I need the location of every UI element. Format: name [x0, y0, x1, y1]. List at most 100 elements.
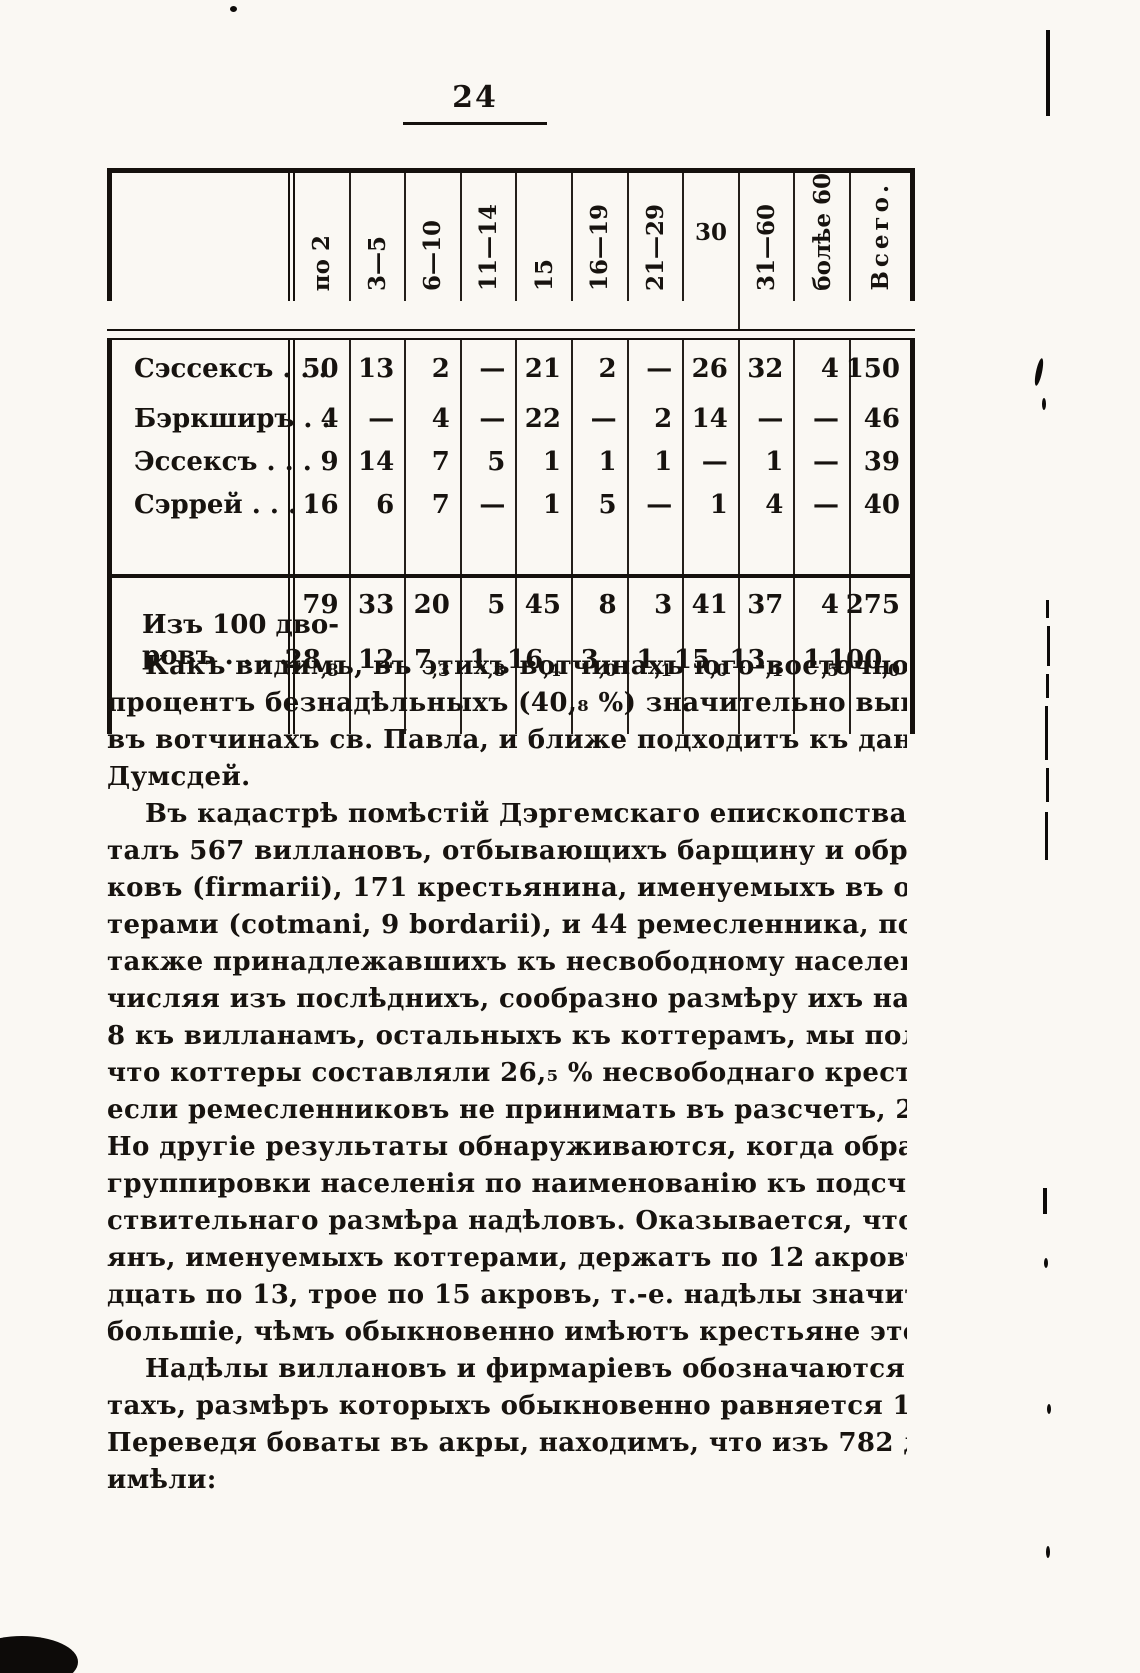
table-cell: 2 — [406, 340, 462, 397]
scan-artifact — [1047, 626, 1050, 666]
table-cell: — — [795, 440, 851, 483]
text-line: также принадлежавшихъ къ несвободному на… — [107, 947, 907, 977]
text-line: Въ кадастрѣ помѣстій Дэргемскаго епископ… — [145, 799, 907, 829]
table-row: Бэркширъ . . 4 — 4 — 22 — 2 14 — — 46 — [107, 397, 915, 440]
scan-artifact — [1046, 30, 1050, 116]
summary-count: 41 — [684, 578, 740, 632]
column-header: 31—60 — [740, 173, 796, 301]
table-cell: 4 — [295, 397, 351, 440]
table-top-rule — [107, 168, 915, 173]
column-header: 21—29 — [629, 173, 685, 301]
row-label: Бэркширъ . . — [107, 397, 331, 440]
text-line: дцать по 13, трое по 15 акровъ, т.-е. на… — [107, 1280, 907, 1310]
scan-artifact — [1046, 674, 1049, 698]
text-line: числяя изъ послѣднихъ, сообразно размѣру… — [107, 984, 907, 1014]
table-cell: 39 — [851, 440, 915, 483]
table-gap-row — [107, 526, 915, 574]
table-cell: 7 — [406, 483, 462, 526]
text-line: имѣли: — [107, 1465, 217, 1495]
summary-percent: 3,0 — [573, 632, 629, 688]
text-line: Надѣлы виллановъ и фирмаріевъ обозначают… — [145, 1354, 907, 1384]
table-cell: 14 — [684, 397, 740, 440]
table-header-double-rule — [107, 329, 915, 340]
table-cell: 7 — [406, 440, 462, 483]
scan-artifact — [1033, 357, 1045, 387]
text-line: процентъ безнадѣльныхъ (40,₈ %) значител… — [107, 688, 907, 718]
column-header: болѣе 60 — [795, 173, 851, 301]
scan-artifact — [1045, 706, 1048, 760]
column-header: 30 — [684, 173, 740, 329]
table-cell: 5 — [573, 483, 629, 526]
text-line: ствительнаго размѣра надѣловъ. Оказывает… — [107, 1206, 907, 1236]
table-summary-rule — [107, 574, 915, 578]
table-cell: 1 — [573, 440, 629, 483]
column-header: 15 — [517, 173, 573, 301]
table-cell: — — [629, 483, 685, 526]
text-line: Какъ видимъ, въ этихъ вотчинахъ юго-вост… — [145, 651, 907, 681]
summary-percent: 16,4 — [507, 632, 573, 688]
table-cell: — — [462, 340, 518, 397]
scan-artifact — [1046, 768, 1049, 802]
table-header-row: по 2 3—5 6—10 11—14 15 16—19 21—29 30 31… — [107, 173, 915, 329]
text-line: что коттеры составляли 26,₅ % несвободна… — [107, 1058, 907, 1088]
table-row: Сэссексъ . . . 50 13 2 — 21 2 — 26 32 4 … — [107, 340, 915, 397]
table-row: Сэррей . . . . 16 6 7 — 1 5 — 1 4 — 40 — [107, 483, 915, 526]
text-line: если ремесленниковъ не принимать въ разс… — [107, 1095, 907, 1125]
column-header: 11—14 — [462, 173, 518, 301]
text-line: группировки населенія по наименованію къ… — [107, 1169, 907, 1199]
table-cell: 5 — [462, 440, 518, 483]
scan-artifact — [1043, 1188, 1047, 1214]
table-cell: 4 — [795, 340, 851, 397]
table-cell: 4 — [406, 397, 462, 440]
table-cell: 21 — [517, 340, 573, 397]
table-cell: — — [795, 483, 851, 526]
table-cell: 1 — [629, 440, 685, 483]
text-line: въ вотчинахъ св. Павла, и ближе подходит… — [107, 725, 907, 755]
table-cell: 150 — [846, 340, 915, 397]
scan-artifact — [230, 6, 237, 12]
table-cell: 1 — [684, 483, 740, 526]
scan-artifact — [1046, 1546, 1050, 1558]
text-line: Переведя боваты въ акры, находимъ, что и… — [107, 1428, 907, 1458]
table-cell: 40 — [851, 483, 915, 526]
table-cell: — — [462, 483, 518, 526]
table-cell: 13 — [351, 340, 407, 397]
summary-count: 3 — [629, 578, 685, 632]
table-cell: — — [629, 340, 685, 397]
page-number-text: 24 — [452, 80, 498, 115]
table-cell: 9 — [295, 440, 351, 483]
text-line: талъ 567 виллановъ, отбывающихъ барщину … — [107, 836, 907, 866]
row-label: Сэссексъ . . . — [107, 340, 328, 397]
summary-percent: 13,1 — [729, 632, 796, 688]
text-line: терами (cotmani, 9 bordarii), и 44 ремес… — [107, 910, 907, 940]
table-cell: — — [684, 440, 740, 483]
row-label: Сэррей . . . . — [107, 483, 315, 526]
row-label: Эссексъ . . . — [107, 440, 312, 483]
summary-count: 275 — [846, 578, 915, 632]
table-cell: 1 — [740, 440, 796, 483]
text-line: большіе, чѣмъ обыкновенно имѣютъ крестья… — [107, 1317, 907, 1347]
text-line: 8 къ вилланамъ, остальныхъ къ коттерамъ,… — [107, 1021, 907, 1051]
table-dangle — [107, 688, 295, 734]
column-header: 16—19 — [573, 173, 629, 301]
summary-percent: 12 — [351, 632, 407, 688]
scan-artifact — [1042, 398, 1046, 410]
header-spacer-cell — [107, 173, 295, 301]
summary-percent: 1,1 — [629, 632, 685, 688]
table-cell: — — [351, 397, 407, 440]
page-number: 24 — [403, 80, 547, 125]
column-header: 6—10 — [406, 173, 462, 301]
table-cell: 46 — [851, 397, 915, 440]
column-header: Всего. — [851, 173, 915, 301]
table-row: Эссексъ . . . 9 14 7 5 1 1 1 — 1 — 39 — [107, 440, 915, 483]
body-text: Какъ видимъ, въ этихъ вотчинахъ юго-вост… — [107, 648, 907, 1499]
table-cell: 1 — [517, 483, 573, 526]
summary-count: 45 — [517, 578, 573, 632]
text-line: ковъ (firmarii), 171 крестьянина, именуе… — [107, 873, 907, 903]
table-cell: 16 — [295, 483, 351, 526]
summary-count: 33 — [351, 578, 407, 632]
summary-count: 5 — [462, 578, 518, 632]
text-line: Но другіе результаты обнаруживаются, ког… — [107, 1132, 907, 1162]
summary-percent: 100,0 — [828, 632, 915, 688]
